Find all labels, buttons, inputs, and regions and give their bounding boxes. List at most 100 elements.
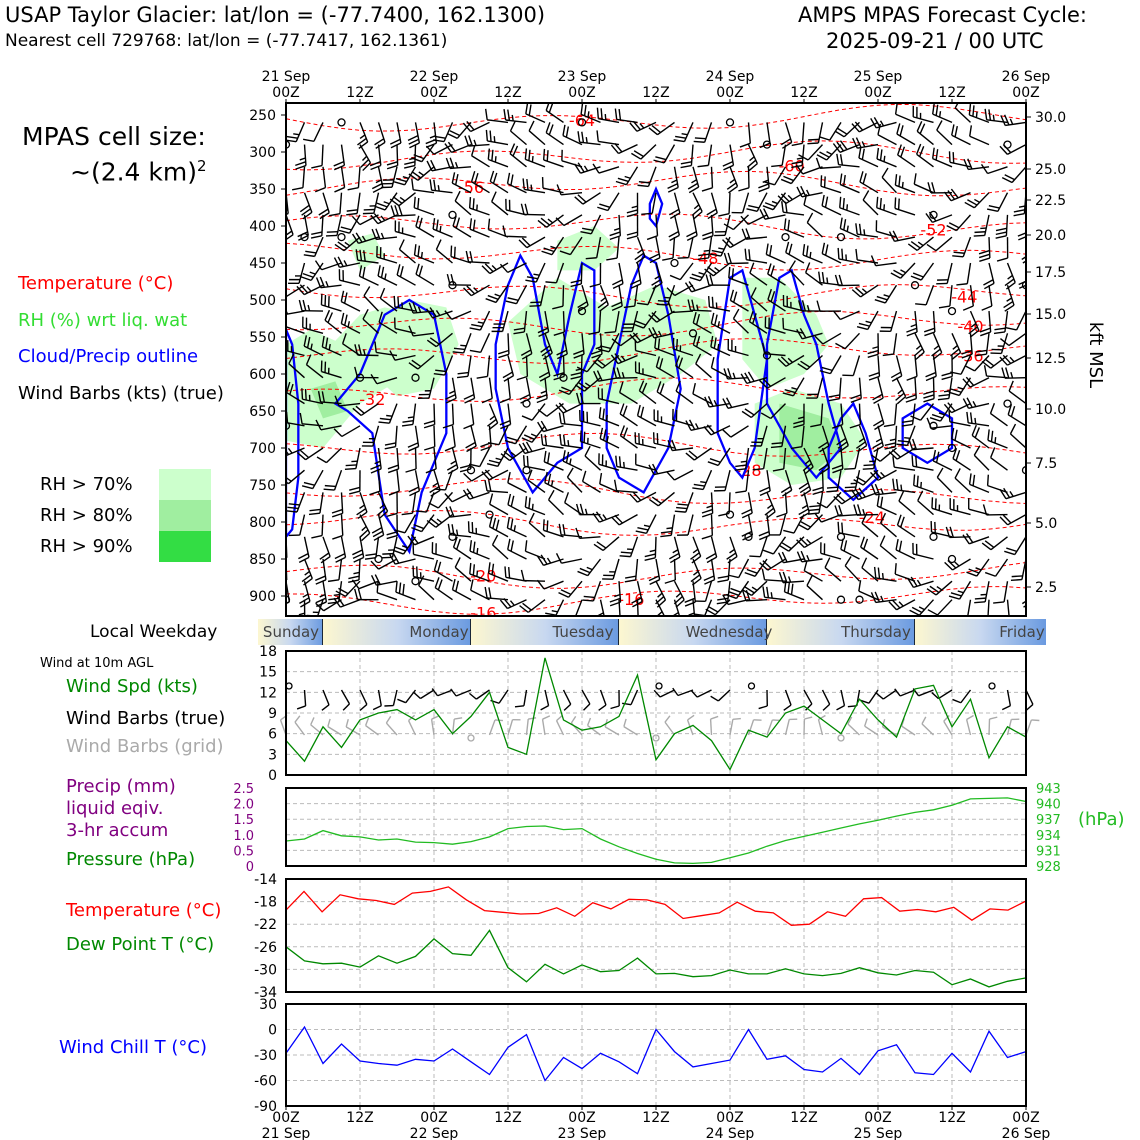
wind-barb-flag xyxy=(908,439,914,450)
wind-barb-flag xyxy=(425,145,435,155)
wind-barb-flag xyxy=(826,277,829,284)
wind-barb-flag xyxy=(881,167,889,178)
wind-barb-flag xyxy=(952,255,964,258)
true-wind-barb xyxy=(437,689,453,697)
wind-barb-flag xyxy=(397,296,400,308)
wind-barb-flag xyxy=(717,343,720,351)
wind-barb-flag xyxy=(689,276,701,282)
wind-barb-flag xyxy=(361,532,371,542)
grid-wind-barb xyxy=(623,726,638,736)
wind-barb-staff xyxy=(414,447,417,470)
wind-barb-staff xyxy=(770,403,786,419)
wind-barb-flag xyxy=(435,310,441,316)
wind-barb-flag xyxy=(351,579,360,590)
wind-barb-flag xyxy=(543,450,547,462)
wind-barb-flag xyxy=(565,451,570,463)
wind-barb-flag xyxy=(420,251,423,259)
wind-barb-flag xyxy=(389,554,396,565)
wind-barb-flag xyxy=(411,171,422,179)
calm-marker xyxy=(448,532,457,541)
wind-barb-flag xyxy=(653,159,665,164)
wind-barb-flag xyxy=(821,242,826,254)
wind-barb-flag xyxy=(530,184,533,191)
wind-barb-flag xyxy=(521,415,533,421)
wind-barb-staff xyxy=(286,354,287,356)
wind-barb-flag xyxy=(473,287,479,293)
wind-barb-flag xyxy=(776,512,788,518)
wind-barb-flag xyxy=(705,274,710,286)
wind-barb-flag xyxy=(638,380,645,392)
wind-barb-flag xyxy=(415,263,420,275)
wind-barb-flag xyxy=(345,464,357,467)
wind-barb-flag xyxy=(968,473,972,485)
wind-barb-flag xyxy=(370,214,379,225)
wind-barb-flag xyxy=(387,468,399,474)
wind-barb-flag xyxy=(695,353,702,365)
wind-barb-flag xyxy=(551,609,558,613)
wind-barb-flag xyxy=(462,489,471,500)
wind-barb-flag xyxy=(402,176,409,180)
wind-barb-flag xyxy=(555,404,564,414)
wind-barb-flag xyxy=(995,227,1007,232)
wind-barb-flag xyxy=(528,512,535,524)
true-wind-barb-flag xyxy=(894,688,901,697)
calm-marker xyxy=(466,466,476,475)
wind-barb-flag xyxy=(553,375,565,381)
grid-wind-barb-flag xyxy=(556,714,564,722)
wind-barb-flag xyxy=(675,592,682,598)
wind-barb-flag xyxy=(295,161,306,167)
wind-barb-flag xyxy=(945,526,951,538)
wind-barb-flag xyxy=(283,411,284,422)
wind-barb-flag xyxy=(411,527,422,533)
wind-barb-flag xyxy=(562,450,566,462)
true-wind-barb xyxy=(659,689,675,698)
wind-barb-staff xyxy=(974,355,990,372)
wind-barb-flag xyxy=(429,486,440,494)
wind-barb-staff xyxy=(510,130,527,146)
wind-barb-flag xyxy=(879,120,885,127)
wind-barb-flag xyxy=(954,429,958,441)
wind-barb-flag xyxy=(302,299,307,311)
wind-barb-flag xyxy=(910,275,922,281)
wind-barb-flag xyxy=(449,130,461,137)
wind-barb-staff xyxy=(673,558,677,581)
wind-barb-flag xyxy=(660,530,672,534)
wind-barb-flag xyxy=(401,545,409,549)
wind-barb-staff xyxy=(454,566,472,582)
wind-barb-flag xyxy=(795,164,804,175)
cloud-outline xyxy=(765,268,843,480)
wind-barb-flag xyxy=(838,505,843,516)
wind-barb-flag xyxy=(314,575,326,581)
wind-barb-flag xyxy=(841,248,844,260)
calm-marker xyxy=(836,595,846,604)
wind-barb-flag xyxy=(916,579,922,586)
wind-barb-flag xyxy=(353,556,364,563)
wind-barb-flag xyxy=(335,590,346,597)
wind-barb-flag xyxy=(639,123,645,129)
wind-barb-flag xyxy=(570,283,582,288)
wind-barb-flag xyxy=(472,198,475,210)
wind-barb-flag xyxy=(305,250,317,254)
wind-barb-flag xyxy=(319,276,326,288)
wind-barb-flag xyxy=(648,314,658,323)
wind-barb-flag xyxy=(716,601,728,605)
height-tick-label: 10.0 xyxy=(1035,402,1066,418)
wind-barb-flag xyxy=(861,512,868,524)
wind-barb-flag xyxy=(286,257,287,259)
wind-barb-flag xyxy=(839,154,844,166)
wind-barb-flag xyxy=(823,176,826,188)
weekday-name: Monday xyxy=(409,623,468,641)
bottom-date-label: 21 Sep xyxy=(262,1126,311,1140)
wind-barb-staff xyxy=(893,403,898,425)
wind-barb-staff xyxy=(340,166,346,188)
wind-barb-flag xyxy=(984,571,996,577)
wind-barb-flag xyxy=(838,274,843,286)
wind-barb-flag xyxy=(449,157,455,169)
grid-wind-barb xyxy=(327,726,342,736)
wind-barb-flag xyxy=(361,526,367,532)
wind-barb-flag xyxy=(713,399,718,407)
wind-barb-staff xyxy=(852,355,861,376)
wind-barb-staff xyxy=(413,553,435,560)
title-right-2: 2025-09-21 / 00 UTC xyxy=(826,29,1044,53)
bottom-hour-label: 12Z xyxy=(790,1110,817,1126)
